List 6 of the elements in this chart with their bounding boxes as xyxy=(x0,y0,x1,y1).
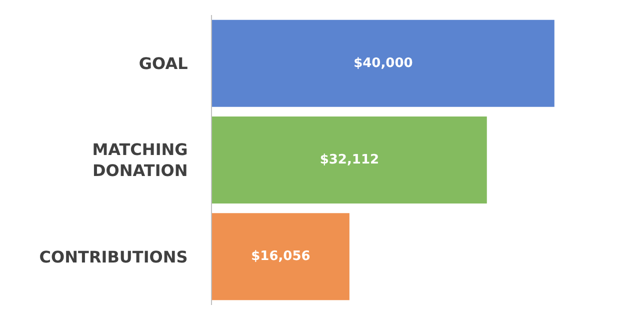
y-tick-label: GOAL xyxy=(138,54,188,73)
data-label: $16,056 xyxy=(251,249,310,264)
data-label: $40,000 xyxy=(354,56,413,71)
data-label: $32,112 xyxy=(320,152,380,168)
y-tick-label: MATCHING DONATION xyxy=(92,140,188,180)
y-tick-label: CONTRIBUTIONS xyxy=(39,247,188,266)
